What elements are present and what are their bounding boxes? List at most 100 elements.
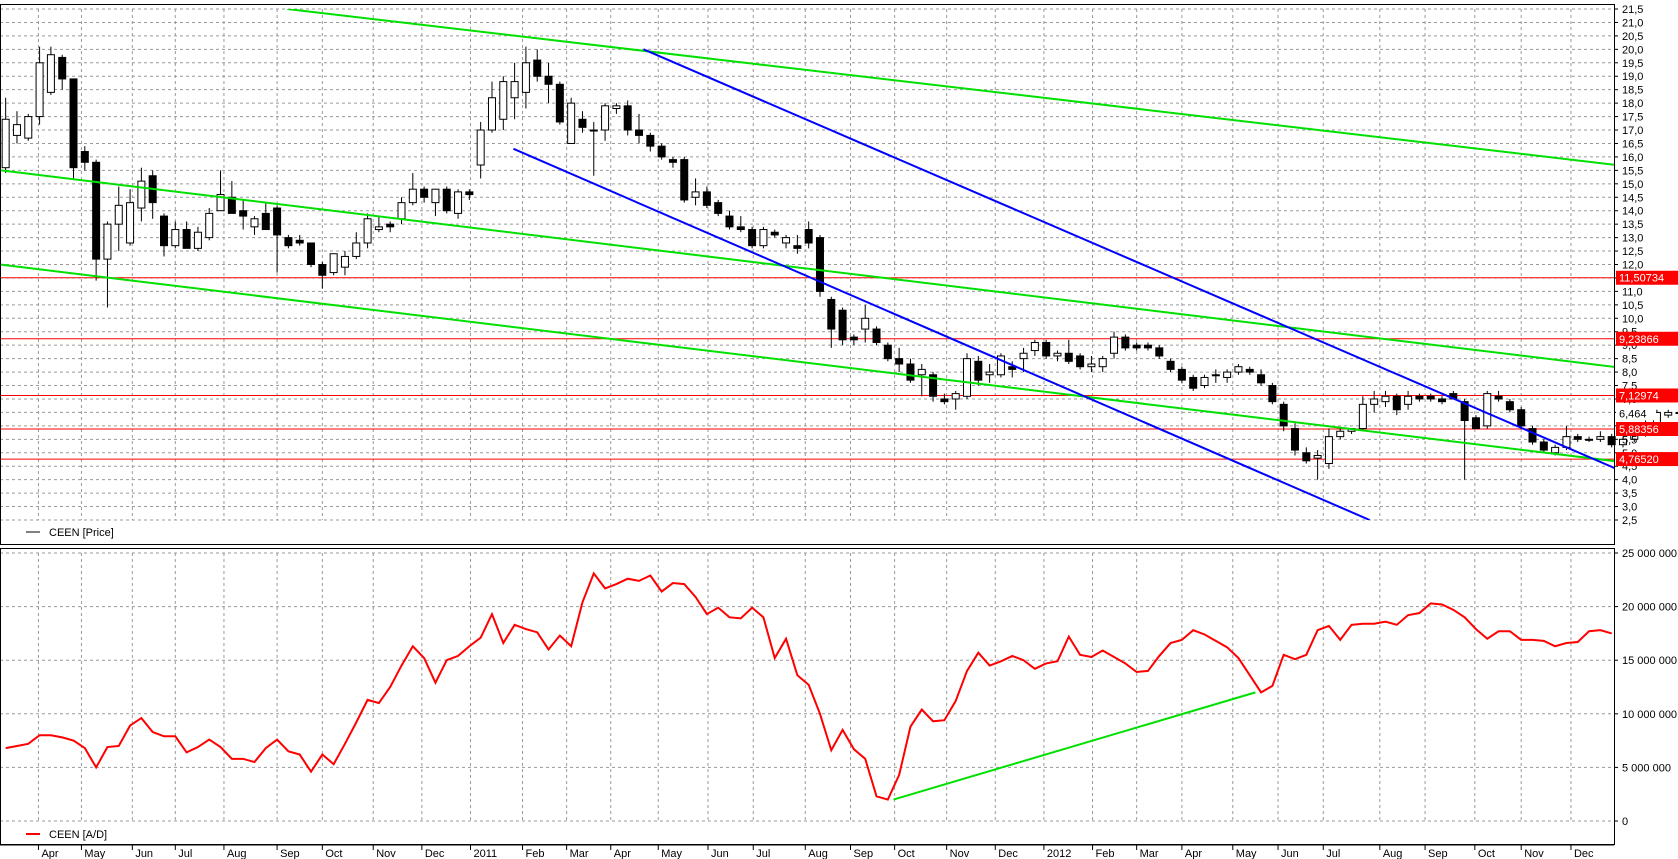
candle-down bbox=[1675, 411, 1678, 414]
x-tick-label: 2011 bbox=[473, 848, 497, 859]
candle-down bbox=[1257, 374, 1266, 384]
price-y-tick-label: 17,0 bbox=[1622, 125, 1643, 137]
candle-up bbox=[1, 118, 10, 169]
candle-up bbox=[782, 237, 791, 244]
candle-down bbox=[668, 159, 677, 163]
candle-down bbox=[623, 105, 632, 131]
candle-down bbox=[1517, 409, 1526, 427]
candle-up bbox=[1618, 438, 1627, 446]
price-y-tick-label: 18,0 bbox=[1622, 98, 1643, 110]
candle-down bbox=[1438, 398, 1447, 403]
price-y-tick-label: 15,0 bbox=[1622, 179, 1643, 191]
price-y-tick-label: 19,0 bbox=[1622, 71, 1643, 83]
candle-down bbox=[974, 360, 983, 381]
candle-down bbox=[295, 239, 304, 244]
candle-up bbox=[1087, 363, 1096, 368]
candle-down bbox=[1189, 376, 1198, 389]
candle-up bbox=[612, 105, 621, 110]
x-tick-label: Feb bbox=[526, 848, 545, 859]
candle-down bbox=[465, 191, 474, 196]
ad-y-axis: 0 5 000 000 10 000 000 15 000 000 20 000 000… bbox=[1614, 548, 1677, 828]
candle-down bbox=[1279, 403, 1288, 427]
price-y-tick-label: 5,5 bbox=[1622, 434, 1637, 446]
ad-y-tick-label: 20 000 000 bbox=[1622, 602, 1677, 614]
candle-up bbox=[1551, 446, 1560, 454]
x-tick-label: Jul bbox=[756, 848, 770, 859]
candle-down bbox=[555, 83, 564, 123]
candle-up bbox=[1404, 395, 1413, 405]
level-label: 7,12974 bbox=[1619, 390, 1659, 402]
candle-up bbox=[103, 223, 112, 260]
price-y-tick-label: 20,5 bbox=[1622, 31, 1643, 43]
candle-up bbox=[340, 255, 349, 268]
candle-down bbox=[307, 242, 316, 265]
price-y-tick-label: 21,5 bbox=[1622, 4, 1643, 16]
candle-up bbox=[114, 204, 123, 225]
candle-down bbox=[646, 134, 655, 147]
candle-down bbox=[770, 231, 779, 236]
level-label-bg bbox=[1616, 270, 1678, 285]
x-tick-label: Nov bbox=[950, 848, 970, 859]
candle-down bbox=[1290, 428, 1299, 451]
candle-down bbox=[1121, 336, 1130, 349]
x-tick-label: Aug bbox=[808, 848, 828, 859]
x-tick-label: Jun bbox=[135, 848, 153, 859]
level-label: 11,50734 bbox=[1619, 273, 1664, 285]
candle-up bbox=[352, 242, 361, 257]
candle-up bbox=[216, 194, 225, 212]
x-tick-label: Oct bbox=[325, 848, 342, 859]
candle-up bbox=[510, 81, 519, 99]
price-y-tick-label: 17,5 bbox=[1622, 112, 1643, 124]
candle-down bbox=[940, 398, 949, 403]
candle-down bbox=[1076, 355, 1085, 368]
candle-up bbox=[476, 129, 485, 166]
candle-down bbox=[1143, 344, 1152, 349]
level-label-bg bbox=[1616, 388, 1678, 403]
level-label-bg bbox=[1616, 452, 1678, 467]
candle-down bbox=[793, 245, 802, 249]
ad-series bbox=[5, 571, 1612, 801]
price-y-tick-label: 21,0 bbox=[1622, 17, 1643, 29]
candle-down bbox=[1426, 395, 1435, 400]
candle-down bbox=[273, 207, 282, 236]
price-y-tick-label: 11,0 bbox=[1622, 286, 1643, 298]
candle-up bbox=[487, 97, 496, 131]
candle-up bbox=[985, 371, 994, 376]
candle-down bbox=[1415, 395, 1424, 400]
price-y-tick-label: 2,5 bbox=[1622, 515, 1637, 527]
candle-down bbox=[386, 223, 395, 228]
candle-up bbox=[12, 124, 21, 136]
candle-down bbox=[895, 358, 904, 365]
candle-up bbox=[861, 317, 870, 330]
candle-down bbox=[159, 215, 168, 247]
x-tick-label: Feb bbox=[1096, 848, 1115, 859]
candle-down bbox=[929, 374, 938, 397]
last-price-label: 6,464 bbox=[1619, 408, 1647, 420]
candle-up bbox=[951, 393, 960, 400]
candle-up bbox=[205, 212, 214, 239]
candle-down bbox=[1245, 368, 1254, 373]
candle-up bbox=[1313, 454, 1322, 459]
level-label-bg bbox=[1616, 331, 1678, 346]
candle-down bbox=[80, 151, 89, 163]
candle-up bbox=[691, 191, 700, 198]
candle-down bbox=[714, 202, 723, 214]
candle-up bbox=[601, 105, 610, 131]
candle-down bbox=[702, 191, 711, 206]
candle-up bbox=[1370, 398, 1379, 405]
candle-down bbox=[1505, 401, 1514, 411]
candle-up bbox=[759, 229, 768, 247]
candle-down bbox=[872, 328, 881, 343]
price-y-tick-label: 12,5 bbox=[1622, 246, 1643, 258]
price-y-tick-label: 4,0 bbox=[1622, 475, 1637, 487]
x-tick-label: Apr bbox=[614, 848, 631, 859]
price-y-tick-label: 19,5 bbox=[1622, 58, 1643, 70]
x-tick-label: Jul bbox=[178, 848, 192, 859]
candle-down bbox=[748, 229, 757, 247]
candle-down bbox=[1302, 452, 1311, 462]
candle-down bbox=[420, 188, 429, 198]
candle-down bbox=[827, 298, 836, 330]
candle-down bbox=[1132, 344, 1141, 349]
candle-down bbox=[1573, 436, 1582, 440]
